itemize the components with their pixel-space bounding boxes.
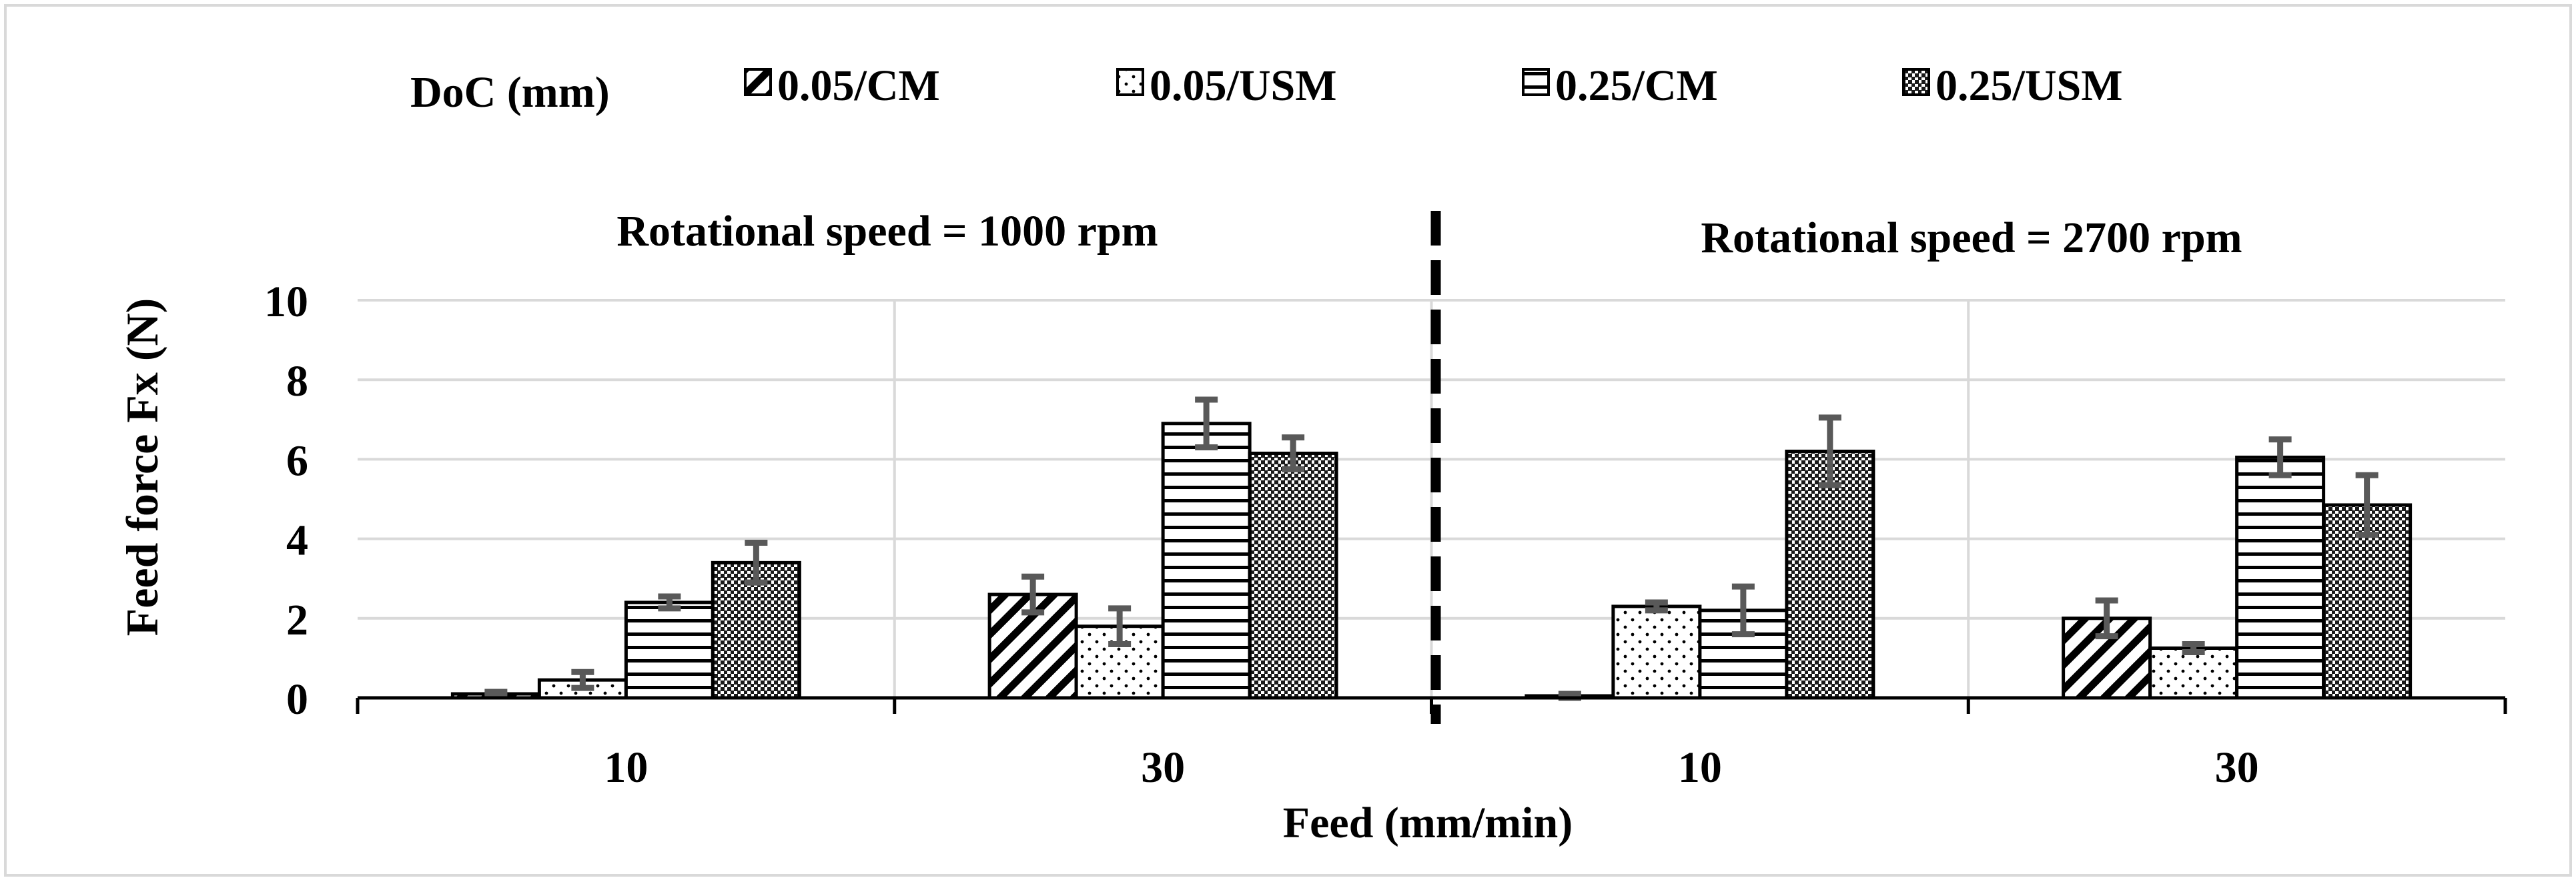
error-bar [2182, 641, 2205, 655]
bar-0-25-usm [1248, 451, 1338, 700]
error-bar [1645, 599, 1668, 614]
error-bar [1108, 605, 1132, 648]
x-tick-label: 10 [604, 743, 648, 792]
error-bar [2095, 597, 2118, 640]
bar-0-25-cm [624, 600, 715, 700]
legend-label: 0.05/CM [777, 61, 940, 110]
y-tick-label: 6 [286, 436, 308, 485]
x-tick-label: 30 [2215, 743, 2259, 792]
error-bar [1282, 434, 1305, 472]
legend-entry: 0.05/CM [744, 61, 940, 110]
error-bar [745, 540, 768, 586]
x-axis-title: Feed (mm/min) [1283, 799, 1573, 847]
bar-0-25-usm [1785, 449, 1875, 700]
bar-0-25-cm [2235, 455, 2326, 700]
error-bar [571, 669, 594, 691]
x-tick-label: 10 [1678, 743, 1722, 792]
panel-label-1000rpm: Rotational speed = 1000 rpm [616, 207, 1158, 256]
legend-swatch [1902, 68, 1930, 96]
y-axis-title: Feed force Fx (N) [117, 298, 167, 636]
bar-0-25-cm [1161, 422, 1252, 700]
y-tick-label: 0 [286, 675, 308, 724]
error-bar [1021, 573, 1045, 616]
legend-swatch [1116, 68, 1144, 96]
y-tick-label: 2 [286, 596, 308, 644]
error-bar [1818, 414, 1841, 488]
error-bar [1195, 396, 1218, 451]
legend: DoC (mm) 0.05/CM 0.05/USM 0.25/CM 0.25/USM [410, 61, 2123, 117]
bar-0-05-usm [1611, 604, 1702, 700]
legend-entry: 0.25/CM [1522, 61, 1718, 110]
error-bar [1731, 583, 1755, 638]
error-bar [658, 593, 681, 612]
legend-label: 0.25/CM [1555, 61, 1718, 110]
error-bar [2355, 472, 2379, 538]
bar-0-05-usm [2148, 646, 2239, 700]
legend-entry: 0.25/USM [1902, 61, 2123, 110]
legend-entry: 0.05/USM [1116, 61, 1337, 110]
legend-label: 0.05/USM [1150, 61, 1337, 110]
legend-swatch [1522, 68, 1550, 96]
y-tick-label: 10 [264, 278, 308, 326]
x-tick-label: 30 [1141, 743, 1185, 792]
error-bar [2268, 436, 2292, 478]
legend-swatch [744, 68, 772, 96]
legend-title: DoC (mm) [410, 68, 610, 117]
panel-label-2700rpm: Rotational speed = 2700 rpm [1701, 213, 2242, 262]
legend-label: 0.25/USM [1936, 61, 2123, 110]
y-tick-label: 4 [286, 516, 308, 565]
y-tick-label: 8 [286, 357, 308, 406]
error-bar [484, 689, 508, 699]
